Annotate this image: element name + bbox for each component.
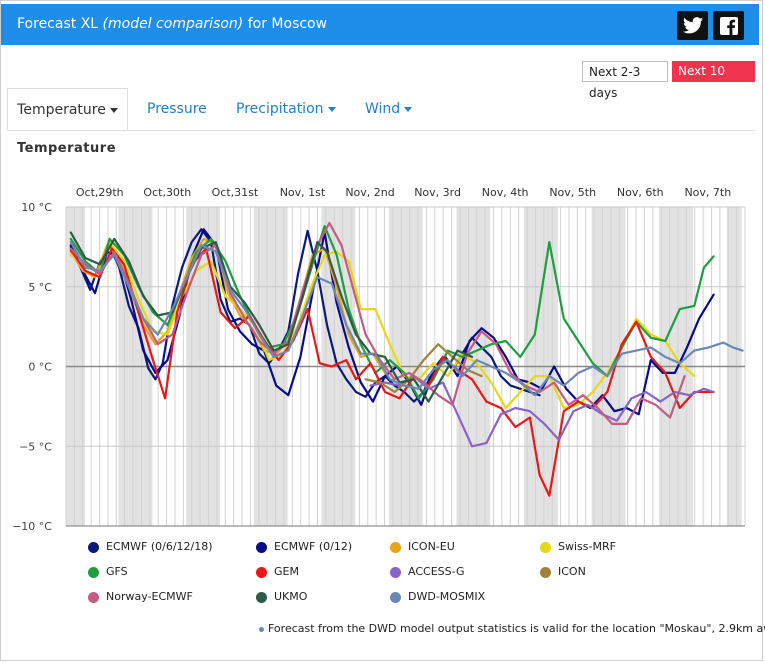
tab-wind[interactable]: Wind xyxy=(365,88,413,130)
legend-label: ECMWF (0/6/12/18) xyxy=(106,540,213,553)
series-line xyxy=(69,247,715,497)
x-day-label: Oct,31st xyxy=(212,186,259,199)
chevron-down-icon xyxy=(327,106,336,112)
legend-label: DWD-MOSMIX xyxy=(408,590,486,603)
legend-label: Swiss-MRF xyxy=(558,540,616,553)
legend-swatch xyxy=(390,541,401,553)
range-button-2-3-days[interactable]: Next 2-3 days xyxy=(582,61,668,100)
legend-swatch xyxy=(88,541,99,553)
header-bar: Forecast XL (model comparison) for Mosco… xyxy=(1,4,759,45)
tab-bar: Temperature Pressure Precipitation Wind xyxy=(7,88,755,131)
tab-temperature[interactable]: Temperature xyxy=(7,88,128,130)
x-day-label: Nov, 5th xyxy=(549,186,596,199)
legend-item[interactable]: ECMWF (0/12) xyxy=(256,540,352,553)
legend-swatch xyxy=(256,566,267,578)
series-line xyxy=(364,343,483,394)
section-title: Temperature xyxy=(17,141,117,156)
y-tick-label: 5 °C xyxy=(28,281,52,294)
tab-pressure[interactable]: Pressure xyxy=(147,101,207,117)
series-line xyxy=(69,241,696,410)
x-day-label: Nov, 2nd xyxy=(345,186,394,199)
legend-label: UKMO xyxy=(274,590,308,603)
legend-swatch xyxy=(540,541,551,553)
bullet-icon xyxy=(259,626,264,632)
legend-item[interactable]: Swiss-MRF xyxy=(540,540,616,553)
y-tick-label: −5 °C xyxy=(19,440,52,453)
y-tick-label: 10 °C xyxy=(21,201,52,214)
tab-precipitation[interactable]: Precipitation xyxy=(236,88,336,130)
x-day-label: Nov, 7th xyxy=(684,186,731,199)
legend-swatch xyxy=(88,566,99,578)
legend-label: ICON xyxy=(558,565,586,578)
legend-label: ACCESS-G xyxy=(408,565,465,578)
y-tick-label: −10 °C xyxy=(12,520,52,533)
chevron-down-icon xyxy=(404,106,413,112)
range-button-10-days[interactable]: Next 10 days xyxy=(672,61,755,99)
x-day-label: Nov, 6th xyxy=(617,186,664,199)
twitter-icon[interactable] xyxy=(677,11,708,40)
x-day-label: Oct,30th xyxy=(143,186,191,199)
facebook-icon[interactable] xyxy=(713,11,744,40)
legend-item[interactable]: Norway-ECMWF xyxy=(88,590,193,603)
legend-item[interactable]: DWD-MOSMIX xyxy=(390,590,485,603)
legend-item[interactable]: ACCESS-G xyxy=(390,565,465,578)
legend-swatch xyxy=(540,566,551,578)
legend-swatch xyxy=(390,591,401,603)
series-line xyxy=(69,241,744,397)
x-day-label: Oct,29th xyxy=(76,186,124,199)
legend-swatch xyxy=(256,541,267,553)
legend-item[interactable]: UKMO xyxy=(256,590,307,603)
chevron-down-icon xyxy=(109,107,118,113)
x-day-label: Nov, 1st xyxy=(280,186,326,199)
legend-item[interactable]: GEM xyxy=(256,565,299,578)
legend-label: GEM xyxy=(274,565,299,578)
x-day-label: Nov, 3rd xyxy=(414,186,461,199)
legend-label: ICON-EU xyxy=(408,540,455,553)
series-line xyxy=(369,375,715,448)
legend-label: GFS xyxy=(106,565,128,578)
legend-item[interactable]: GFS xyxy=(88,565,128,578)
footnote: Forecast from the DWD model output stati… xyxy=(259,622,765,635)
page-title: Forecast XL (model comparison) for Mosco… xyxy=(17,16,328,32)
legend-swatch xyxy=(88,591,99,603)
legend-item[interactable]: ECMWF (0/6/12/18) xyxy=(88,540,213,553)
temperature-chart: 10 °C 5 °C 0 °C −5 °C −10 °C Oct,29th Oct,30th… xyxy=(12,186,746,533)
x-day-label: Nov, 4th xyxy=(482,186,529,199)
legend-item[interactable]: ICON-EU xyxy=(390,540,455,553)
legend-label: Norway-ECMWF xyxy=(106,590,193,603)
series-line xyxy=(69,231,474,403)
series-line xyxy=(69,221,686,425)
legend-swatch xyxy=(390,566,401,578)
series-line xyxy=(69,228,715,416)
legend-item[interactable]: ICON xyxy=(540,565,586,578)
legend-swatch xyxy=(256,591,267,603)
y-tick-label: 0 °C xyxy=(28,361,52,374)
legend-label: ECMWF (0/12) xyxy=(274,540,353,553)
